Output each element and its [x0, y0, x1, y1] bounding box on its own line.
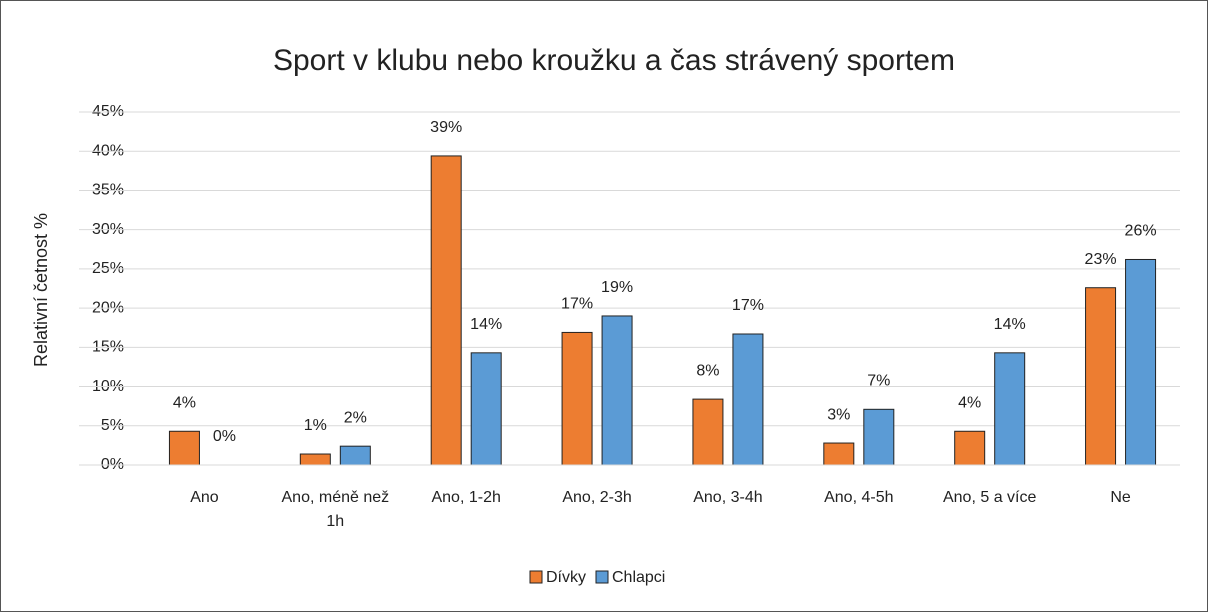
value-label: 3%	[827, 406, 850, 423]
value-label: 7%	[867, 373, 890, 390]
bar	[299, 453, 331, 466]
y-axis-label: Relativní četnost %	[31, 213, 51, 367]
bar	[339, 445, 371, 466]
bar	[994, 352, 1026, 466]
bar	[1085, 287, 1117, 466]
bar	[1125, 258, 1157, 466]
x-tick-label: Ano, méně než 1h	[281, 489, 390, 530]
value-label: 4%	[958, 394, 981, 411]
bar	[823, 442, 855, 466]
value-label: 23%	[1085, 251, 1117, 268]
x-tick-label: Ano, 5 a více	[942, 489, 1037, 506]
value-label: 2%	[344, 409, 367, 426]
legend-label: Dívky	[546, 569, 586, 586]
value-label: 39%	[430, 119, 462, 136]
bar	[601, 315, 633, 466]
value-label: 1%	[304, 417, 327, 434]
x-tick-label: Ne	[1110, 489, 1131, 506]
legend-label: Chlapci	[612, 569, 665, 586]
value-label: 4%	[173, 394, 196, 411]
x-tick-label: Ano	[190, 489, 219, 506]
bar	[863, 408, 895, 466]
legend-swatch	[595, 570, 609, 584]
value-label: 14%	[994, 316, 1026, 333]
legend-swatch	[529, 570, 543, 584]
bar	[430, 155, 462, 466]
chart-title: Sport v klubu nebo kroužku a čas stráven…	[273, 44, 955, 77]
value-label: 14%	[470, 316, 502, 333]
x-tick-label: Ano, 2-3h	[562, 489, 632, 506]
value-label: 17%	[561, 296, 593, 313]
bar	[954, 430, 986, 466]
bar	[692, 398, 724, 466]
bar	[732, 333, 764, 466]
x-tick-label: Ano, 4-5h	[824, 489, 894, 506]
value-label: 0%	[213, 428, 236, 445]
value-label: 26%	[1125, 223, 1157, 240]
value-label: 17%	[732, 297, 764, 314]
x-tick-label: Ano, 3-4h	[693, 489, 763, 506]
bar	[168, 430, 200, 466]
bar	[561, 331, 593, 466]
value-label: 19%	[601, 279, 633, 296]
x-tick-label: Ano, 1-2h	[431, 489, 501, 506]
value-label: 8%	[696, 362, 719, 379]
bar	[470, 352, 502, 466]
